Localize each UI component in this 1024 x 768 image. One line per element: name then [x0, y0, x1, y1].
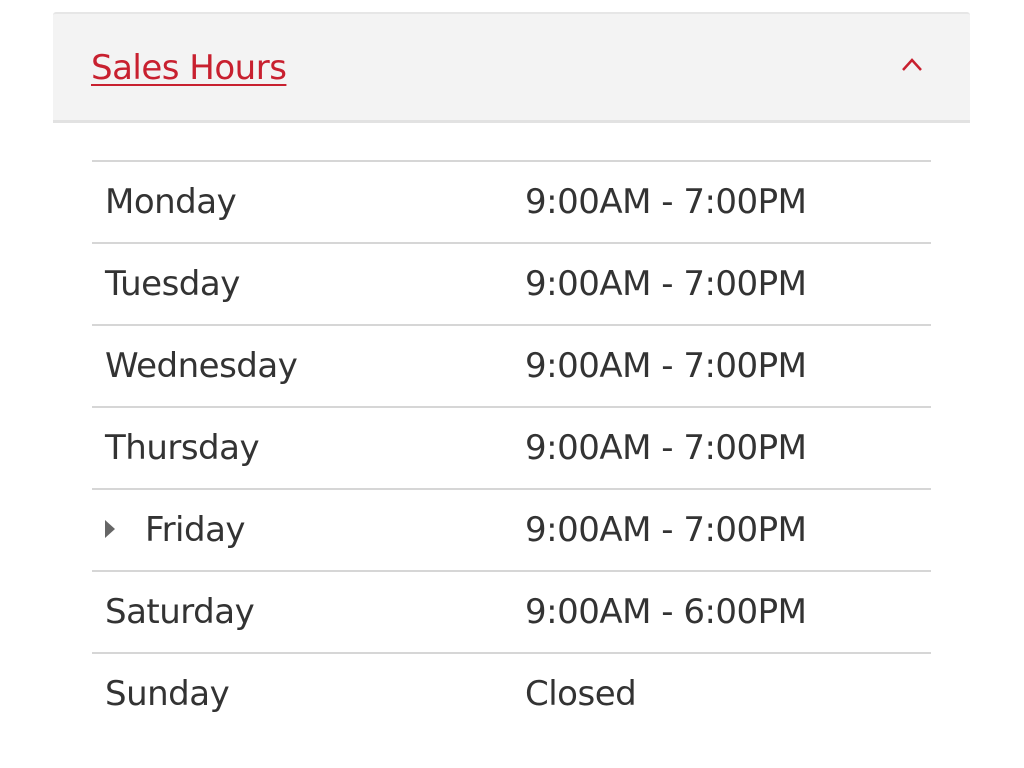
hours-value: 9:00AM - 7:00PM [525, 182, 807, 222]
triangle-right-icon [105, 520, 115, 538]
hours-value: Closed [525, 674, 637, 714]
table-row-current: Friday 9:00AM - 7:00PM [92, 490, 931, 572]
hours-value: 9:00AM - 6:00PM [525, 592, 807, 632]
sales-hours-title[interactable]: Sales Hours [91, 48, 287, 88]
day-label: Monday [105, 182, 237, 222]
chevron-up-icon[interactable] [901, 54, 923, 76]
table-row: Thursday 9:00AM - 7:00PM [92, 408, 931, 490]
table-row: Tuesday 9:00AM - 7:00PM [92, 244, 931, 326]
day-label: Tuesday [105, 264, 240, 304]
day-label: Wednesday [105, 346, 298, 386]
day-label: Saturday [105, 592, 255, 632]
table-row: Saturday 9:00AM - 6:00PM [92, 572, 931, 654]
day-label: Sunday [105, 674, 230, 714]
table-row: Monday 9:00AM - 7:00PM [92, 162, 931, 244]
sales-hours-accordion-header[interactable]: Sales Hours [53, 12, 970, 123]
hours-table: Monday 9:00AM - 7:00PM Tuesday 9:00AM - 7:… [92, 160, 931, 734]
day-label: Thursday [105, 428, 260, 468]
table-row: Sunday Closed [92, 654, 931, 734]
hours-value: 9:00AM - 7:00PM [525, 510, 807, 550]
hours-value: 9:00AM - 7:00PM [525, 264, 807, 304]
hours-value: 9:00AM - 7:00PM [525, 346, 807, 386]
table-row: Wednesday 9:00AM - 7:00PM [92, 326, 931, 408]
hours-value: 9:00AM - 7:00PM [525, 428, 807, 468]
day-label: Friday [145, 510, 246, 550]
